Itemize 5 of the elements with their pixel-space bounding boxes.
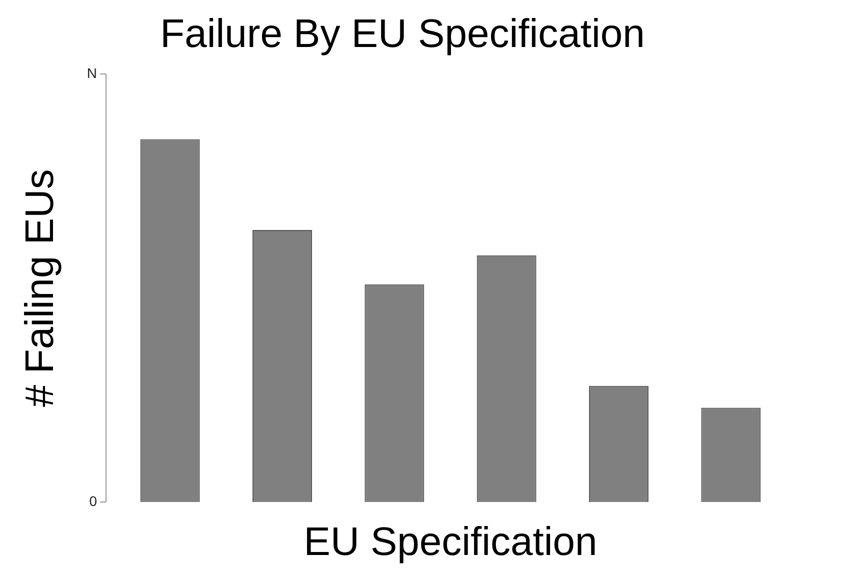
text: N bbox=[86, 64, 97, 81]
chart-title: Failure By EU Specification bbox=[160, 12, 645, 56]
text: 0 bbox=[89, 492, 98, 509]
x-axis-title: EU Specification bbox=[304, 520, 598, 564]
y-axis-title: # Failing EUs bbox=[18, 169, 62, 407]
